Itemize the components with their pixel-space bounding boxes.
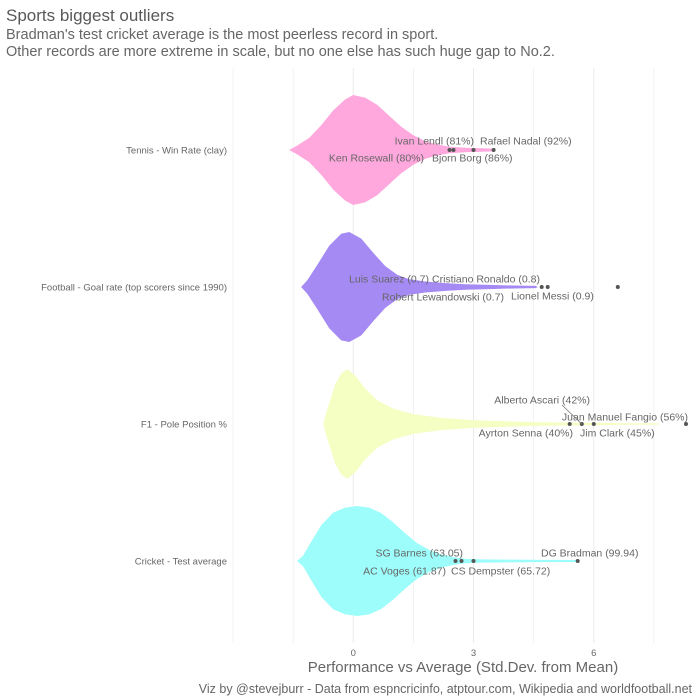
highlight-point xyxy=(545,285,550,289)
highlight-label: Lionel Messi (0.9) xyxy=(511,291,594,303)
highlight-point xyxy=(451,148,456,152)
x-tick-label: 0 xyxy=(351,648,356,659)
highlight-label: Ivan Lendl (81%) xyxy=(395,136,474,148)
highlight-point xyxy=(447,148,452,152)
highlight-point xyxy=(471,148,476,152)
highlight-label: Alberto Ascari (42%) xyxy=(494,395,590,407)
y-tick-label: Cricket - Test average xyxy=(135,557,227,568)
highlight-label: Bjorn Borg (86%) xyxy=(432,153,513,165)
violin-layer xyxy=(289,95,660,616)
x-axis-label: Performance vs Average (Std.Dev. from Me… xyxy=(308,659,618,676)
violin-f1 xyxy=(323,369,660,479)
highlight-point xyxy=(567,422,572,426)
highlight-label: Robert Lewandowski (0.7) xyxy=(382,292,504,304)
highlight-label: Luis Suarez (0.7) xyxy=(349,274,429,286)
highlight-point xyxy=(615,285,620,289)
highlight-label: CS Dempster (65.72) xyxy=(451,566,550,578)
label-leader-line xyxy=(561,404,583,425)
y-tick-label: F1 - Pole Position % xyxy=(141,420,228,431)
x-tick-label: 3 xyxy=(471,648,476,659)
violin-cricket xyxy=(297,506,580,616)
highlight-point xyxy=(471,559,476,563)
highlight-label: Ayrton Senna (40%) xyxy=(479,428,573,440)
highlight-label: DG Bradman (99.94) xyxy=(541,548,638,560)
highlight-label: Ken Rosewall (80%) xyxy=(329,153,424,165)
highlight-label: Rafael Nadal (92%) xyxy=(480,136,572,148)
mark-layer xyxy=(447,148,688,563)
highlight-label: Juan Manuel Fangio (56%) xyxy=(562,412,688,424)
highlight-point xyxy=(459,559,464,563)
highlight-label: AC Voges (61.87) xyxy=(363,566,446,578)
highlight-label: Cristiano Ronaldo (0.8) xyxy=(432,274,540,286)
highlight-point xyxy=(575,559,580,563)
highlight-point xyxy=(539,285,544,289)
label-layer: Ivan Lendl (81%) Rafael Nadal (92%) Ken Ro… xyxy=(329,136,688,578)
y-tick-label: Football - Goal rate (top scorers since … xyxy=(41,283,227,294)
highlight-point xyxy=(591,422,596,426)
chart-caption: Viz by @stevejburr - Data from espncrici… xyxy=(198,682,692,696)
x-tick-label: 6 xyxy=(591,648,596,659)
violin-tennis xyxy=(289,95,496,205)
highlight-point xyxy=(491,148,496,152)
chart-subtitle: Bradman's test cricket average is the mo… xyxy=(6,27,555,60)
violin-football xyxy=(301,232,538,342)
highlight-label: SG Barnes (63.05) xyxy=(375,548,463,560)
chart-title: Sports biggest outliers xyxy=(6,6,175,25)
highlight-point xyxy=(453,559,458,563)
y-tick-label: Tennis - Win Rate (clay) xyxy=(126,146,227,157)
highlight-point xyxy=(684,422,688,426)
axis-layer: Tennis - Win Rate (clay) Football - Goal … xyxy=(41,146,596,660)
highlight-label: Jim Clark (45%) xyxy=(580,428,655,440)
